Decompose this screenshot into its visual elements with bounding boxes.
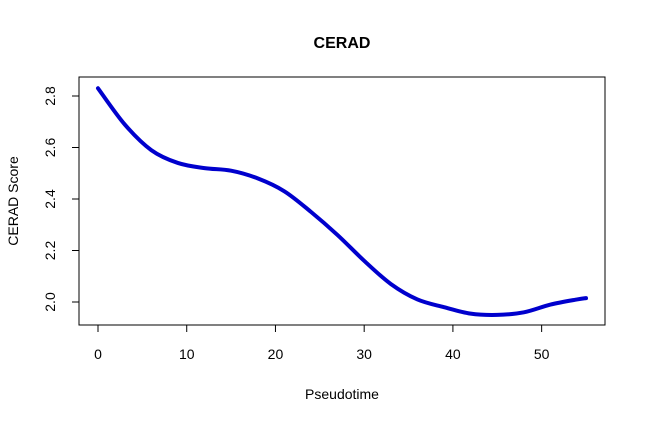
y-tick-label: 2.8 <box>42 86 58 106</box>
x-tick-label: 30 <box>356 346 372 362</box>
y-tick-label: 2.6 <box>42 138 58 158</box>
y-axis-label: CERAD Score <box>5 156 21 246</box>
plot-area-frame <box>78 76 606 326</box>
x-tick-label: 50 <box>534 346 550 362</box>
x-tick-label: 40 <box>445 346 461 362</box>
y-tick-label: 2.0 <box>42 292 58 312</box>
x-tick-label: 10 <box>179 346 195 362</box>
cerad-score-line <box>96 86 588 317</box>
y-axis: 2.0 2.2 2.4 2.6 2.8 <box>42 86 80 312</box>
y-tick-label: 2.4 <box>42 189 58 209</box>
y-tick-label: 2.2 <box>42 241 58 261</box>
chart-title: CERAD <box>314 35 371 52</box>
x-axis: 0 10 20 30 40 50 <box>94 324 550 362</box>
x-tick-label: 20 <box>268 346 284 362</box>
x-axis-label: Pseudotime <box>305 386 379 402</box>
x-tick-label: 0 <box>94 346 102 362</box>
